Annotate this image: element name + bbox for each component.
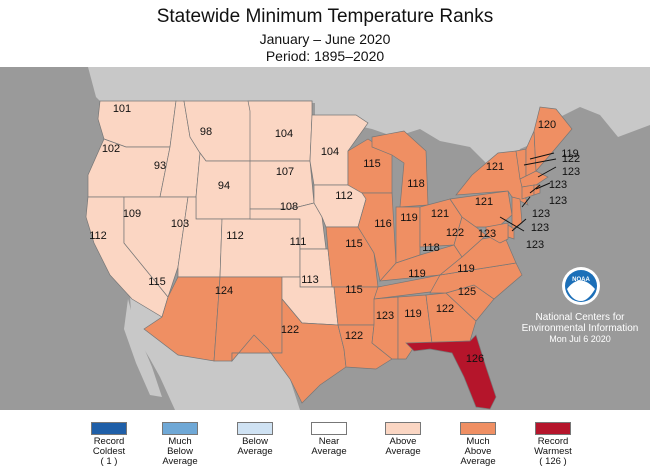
- legend-swatch: [91, 422, 127, 435]
- rank-label-NC: 119: [457, 263, 475, 275]
- state-MD[interactable]: [485, 222, 509, 244]
- state-RI[interactable]: [533, 184, 541, 196]
- rank-label-OR: 102: [102, 143, 120, 155]
- credit-date: Mon Jul 6 2020: [549, 334, 611, 344]
- legend-item-below: Below Average: [220, 418, 290, 457]
- rank-label-NY: 121: [486, 161, 504, 173]
- rank-label-UT: 103: [171, 218, 189, 230]
- rank-label-FL: 126: [466, 353, 484, 365]
- map-subtitle: January – June 2020: [259, 31, 391, 47]
- rank-label-ND: 104: [275, 128, 293, 140]
- rank-label-IA: 112: [335, 190, 353, 202]
- rank-label-MT: 98: [200, 126, 212, 138]
- rank-label-GA: 122: [436, 303, 454, 315]
- rank-label-ME: 120: [538, 119, 556, 131]
- legend-item-above: Above Average: [368, 418, 438, 457]
- legend-label: Below Average: [237, 436, 273, 457]
- rank-label-MI: 118: [407, 178, 425, 190]
- rank-label-NV: 109: [123, 208, 141, 220]
- rank-label-MA: 123: [562, 166, 580, 178]
- rank-label-ID: 93: [154, 160, 166, 172]
- legend: Record Coldest ( 1 ) Much Below Average …: [0, 418, 650, 475]
- legend-swatch: [237, 422, 273, 435]
- legend-swatch: [460, 422, 496, 435]
- rank-label-DE: 123: [531, 222, 549, 234]
- legend-label: Much Below Average: [162, 436, 198, 467]
- rank-label-WI: 115: [363, 158, 381, 170]
- noaa-logo-text: NOAA: [572, 277, 590, 283]
- state-IL[interactable]: [357, 192, 397, 282]
- legend-item-much-above: Much Above Average: [443, 418, 513, 467]
- rank-label-VA: 123: [478, 228, 496, 240]
- rank-label-MS: 123: [376, 310, 394, 322]
- rank-label-CT: 123: [549, 195, 567, 207]
- us-state-map: 101 102 112 93 109 98 94 103 112 115 124 104 107 108 1…: [0, 67, 650, 410]
- rank-label-RI: 123: [549, 179, 567, 191]
- rank-label-IL: 116: [374, 218, 392, 230]
- rank-label-NE: 108: [280, 201, 298, 213]
- legend-label: Above Average: [385, 436, 421, 457]
- state-TX[interactable]: [231, 298, 347, 404]
- rank-label-WA: 101: [113, 103, 131, 115]
- rank-label-CO: 112: [226, 230, 244, 242]
- state-NC[interactable]: [429, 262, 523, 300]
- rank-label-CA: 112: [89, 230, 107, 242]
- rank-label-KS: 111: [290, 236, 307, 248]
- legend-item-much-below: Much Below Average: [145, 418, 215, 467]
- legend-swatch: [385, 422, 421, 435]
- legend-label: Record Coldest ( 1 ): [92, 436, 126, 467]
- legend-swatch: [162, 422, 198, 435]
- rank-label-TN: 119: [408, 268, 426, 280]
- legend-item-record-warmest: Record Warmest ( 126 ): [518, 418, 588, 467]
- credit-block: National Centers for Environmental Infor…: [520, 312, 640, 345]
- rank-label-AZ: 115: [148, 276, 166, 288]
- rank-label-KY: 118: [422, 242, 440, 254]
- noaa-logo-icon: NOAA: [562, 267, 600, 305]
- rank-labels: 101 102 112 93 109 98 94 103 112 115 124 104 107 108 1…: [89, 103, 580, 365]
- legend-label: Near Average: [311, 436, 347, 457]
- legend-swatch: [311, 422, 347, 435]
- rank-label-WY: 94: [218, 180, 230, 192]
- rank-label-MD: 123: [526, 239, 544, 251]
- legend-label: Record Warmest ( 126 ): [534, 436, 572, 467]
- rank-label-OK: 113: [301, 274, 319, 286]
- rank-label-MO: 115: [345, 238, 363, 250]
- rank-label-NM: 124: [215, 285, 233, 297]
- legend-item-record-coldest: Record Coldest ( 1 ): [74, 418, 144, 467]
- baja-land: [124, 299, 162, 397]
- rank-label-NH: 119: [561, 148, 579, 160]
- state-NV[interactable]: [123, 196, 189, 298]
- rank-label-SC: 125: [458, 286, 476, 298]
- rank-label-LA: 122: [345, 330, 363, 342]
- rank-label-AL: 119: [404, 308, 422, 320]
- rank-label-AR: 115: [345, 284, 363, 296]
- rank-label-OH: 121: [431, 208, 449, 220]
- rank-label-NJ: 123: [532, 208, 550, 220]
- rank-label-VT: 122: [562, 153, 580, 165]
- map-period: Period: 1895–2020: [265, 48, 385, 64]
- rank-label-IN: 119: [400, 212, 418, 224]
- state-WA[interactable]: [97, 100, 177, 148]
- legend-swatch: [535, 422, 571, 435]
- map-title: Statewide Minimum Temperature Ranks: [156, 6, 494, 27]
- rank-label-SD: 107: [276, 166, 294, 178]
- state-CO[interactable]: [219, 218, 301, 278]
- rank-label-PA: 121: [475, 196, 493, 208]
- legend-label: Much Above Average: [460, 436, 496, 467]
- state-FL[interactable]: [405, 334, 497, 410]
- callout-lines: [499, 152, 557, 232]
- state-NJ[interactable]: [511, 196, 523, 230]
- rank-label-MN: 104: [321, 146, 339, 158]
- rank-label-WV: 122: [446, 227, 464, 239]
- legend-item-near: Near Average: [294, 418, 364, 457]
- rank-label-TX: 122: [281, 324, 299, 336]
- credit-org: National Centers for Environmental Infor…: [521, 312, 639, 334]
